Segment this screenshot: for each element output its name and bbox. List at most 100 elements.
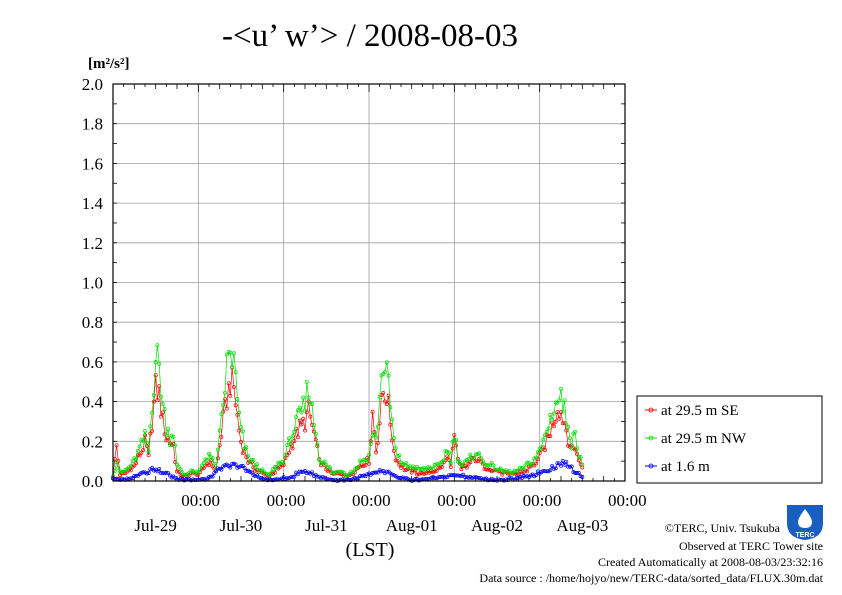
data-point xyxy=(210,456,215,461)
data-point xyxy=(233,370,238,375)
x-tick-time-label: 00:00 xyxy=(437,491,476,510)
data-point xyxy=(290,474,295,479)
data-point xyxy=(436,475,441,480)
data-point xyxy=(212,461,217,466)
data-point xyxy=(559,386,563,391)
data-point xyxy=(358,474,363,479)
data-point xyxy=(313,431,318,436)
data-point xyxy=(484,467,489,472)
data-point xyxy=(319,461,323,466)
data-point xyxy=(559,410,563,415)
data-point xyxy=(391,448,396,453)
data-point xyxy=(347,472,352,477)
data-point xyxy=(150,466,155,470)
data-point xyxy=(285,476,290,481)
data-point xyxy=(203,457,208,462)
data-point xyxy=(297,469,302,474)
data-point xyxy=(114,460,119,465)
y-tick-label: 0.6 xyxy=(82,353,103,372)
data-point xyxy=(288,475,293,480)
data-point xyxy=(557,416,562,421)
data-point xyxy=(452,432,457,437)
data-point xyxy=(237,428,242,433)
data-point xyxy=(239,464,243,469)
data-point xyxy=(393,458,398,463)
data-point xyxy=(253,465,258,469)
data-point xyxy=(452,473,457,478)
data-point xyxy=(207,451,211,456)
data-point xyxy=(228,393,233,398)
data-point xyxy=(457,473,462,478)
data-point xyxy=(441,458,446,463)
data-point xyxy=(331,478,336,483)
data-point xyxy=(564,422,569,427)
data-point xyxy=(544,469,549,474)
data-point xyxy=(148,424,153,429)
data-point xyxy=(395,475,400,480)
data-point xyxy=(459,463,464,467)
data-point xyxy=(418,470,423,475)
y-tick-label: 1.8 xyxy=(82,115,103,134)
data-point xyxy=(208,474,213,479)
data-point xyxy=(176,464,181,469)
data-point xyxy=(544,430,549,434)
terc-logo-text: TERC xyxy=(795,532,814,539)
data-point xyxy=(434,462,439,467)
data-point xyxy=(249,457,254,462)
data-point xyxy=(313,437,318,442)
data-point xyxy=(315,442,320,447)
data-point xyxy=(153,360,158,364)
data-point xyxy=(233,462,238,467)
x-tick-time-label: 00:00 xyxy=(352,491,391,510)
data-point xyxy=(143,428,147,433)
data-point xyxy=(219,412,224,417)
data-point xyxy=(521,467,526,472)
data-point xyxy=(374,470,379,475)
data-point xyxy=(425,465,430,470)
data-point xyxy=(514,468,519,473)
data-point xyxy=(237,410,242,415)
data-point xyxy=(404,467,409,472)
data-point xyxy=(454,473,459,478)
data-point xyxy=(567,464,572,469)
data-point xyxy=(235,397,240,401)
data-point xyxy=(223,397,227,402)
series-at-29-5-m-nw xyxy=(111,343,585,479)
data-point xyxy=(160,402,165,407)
data-point xyxy=(134,461,139,465)
data-point xyxy=(551,424,556,429)
data-point xyxy=(251,458,256,463)
data-point xyxy=(569,446,574,451)
x-tick-date-label: Jul-29 xyxy=(134,516,177,535)
data-point xyxy=(157,467,162,471)
data-point xyxy=(114,443,119,448)
data-point xyxy=(439,474,444,479)
data-point xyxy=(370,471,375,476)
data-point xyxy=(500,468,505,473)
data-point xyxy=(306,395,311,400)
data-point xyxy=(292,429,297,434)
data-point xyxy=(562,462,567,467)
data-point xyxy=(575,446,579,451)
data-point xyxy=(548,468,553,473)
data-point xyxy=(555,461,560,466)
data-point xyxy=(287,450,291,455)
data-point xyxy=(468,460,473,465)
data-point xyxy=(164,438,169,443)
data-point xyxy=(363,463,368,467)
y-tick-label: 0.2 xyxy=(82,432,103,451)
data-point xyxy=(141,448,146,453)
data-point xyxy=(486,463,491,468)
data-point xyxy=(395,458,400,463)
data-point xyxy=(475,452,480,456)
data-point xyxy=(255,462,259,467)
data-point xyxy=(390,472,395,477)
data-point xyxy=(543,448,547,452)
data-point xyxy=(304,471,309,476)
data-point xyxy=(319,463,323,468)
data-point xyxy=(489,460,494,465)
data-point xyxy=(233,403,238,408)
data-point xyxy=(455,459,460,464)
data-point xyxy=(219,467,224,472)
